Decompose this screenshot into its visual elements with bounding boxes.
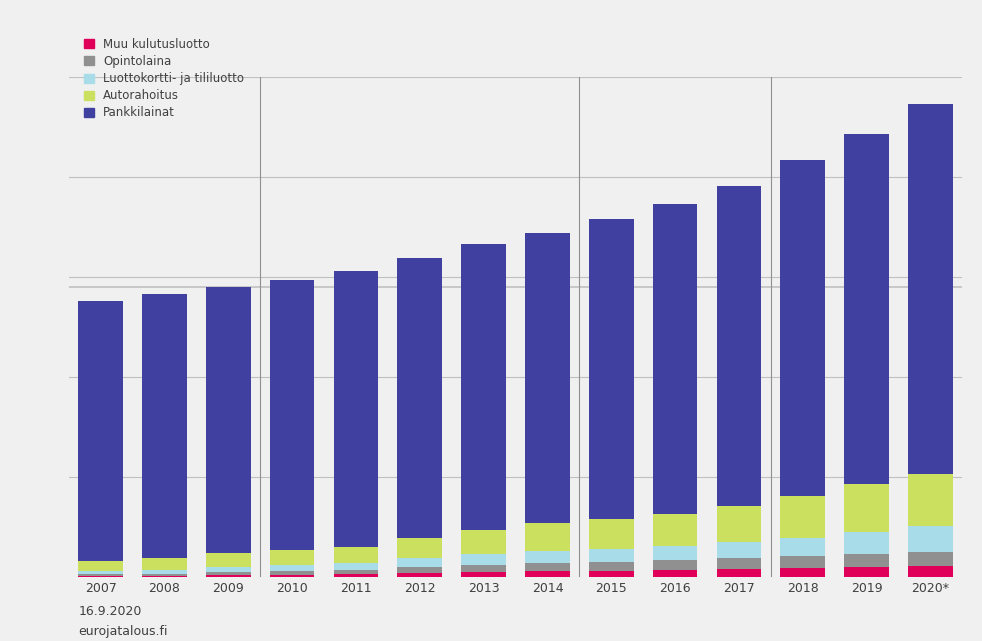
Bar xyxy=(781,568,825,577)
Bar xyxy=(781,496,825,538)
Bar xyxy=(462,554,506,565)
Bar xyxy=(142,574,187,576)
Bar xyxy=(845,134,889,484)
Bar xyxy=(781,556,825,568)
Bar xyxy=(270,565,314,571)
Bar xyxy=(398,538,442,558)
Bar xyxy=(525,523,570,551)
Bar xyxy=(462,530,506,554)
Bar xyxy=(589,219,633,519)
Bar xyxy=(717,558,761,569)
Bar xyxy=(398,558,442,567)
Bar xyxy=(525,233,570,523)
Bar xyxy=(398,258,442,538)
Bar xyxy=(781,160,825,496)
Bar xyxy=(717,569,761,577)
Legend: Muu kulutusluotto, Opintolaina, Luottokortti- ja tililuotto, Autorahoitus, Pankk: Muu kulutusluotto, Opintolaina, Luottoko… xyxy=(84,38,245,119)
Bar xyxy=(79,574,123,576)
Bar xyxy=(589,562,633,571)
Bar xyxy=(334,563,378,569)
Bar xyxy=(462,244,506,530)
Bar xyxy=(908,566,953,577)
Bar xyxy=(589,571,633,577)
Bar xyxy=(334,271,378,547)
Bar xyxy=(270,571,314,575)
Bar xyxy=(142,558,187,569)
Bar xyxy=(206,567,250,572)
Bar xyxy=(908,474,953,526)
Bar xyxy=(270,551,314,565)
Bar xyxy=(270,575,314,577)
Bar xyxy=(908,552,953,566)
Bar xyxy=(142,569,187,574)
Bar xyxy=(142,576,187,577)
Bar xyxy=(79,576,123,577)
Bar xyxy=(717,542,761,558)
Bar xyxy=(79,561,123,571)
Bar xyxy=(845,567,889,577)
Text: 16.9.2020: 16.9.2020 xyxy=(79,605,142,619)
Text: eurojatalous.fi: eurojatalous.fi xyxy=(79,624,168,638)
Bar xyxy=(398,573,442,577)
Bar xyxy=(845,484,889,532)
Bar xyxy=(79,571,123,574)
Bar xyxy=(142,294,187,558)
Bar xyxy=(717,506,761,542)
Bar xyxy=(653,514,697,546)
Bar xyxy=(653,570,697,577)
Bar xyxy=(525,571,570,577)
Bar xyxy=(589,549,633,562)
Bar xyxy=(653,204,697,514)
Bar xyxy=(270,280,314,551)
Bar xyxy=(845,554,889,567)
Bar xyxy=(79,301,123,561)
Bar xyxy=(462,565,506,572)
Bar xyxy=(717,186,761,506)
Bar xyxy=(525,551,570,563)
Bar xyxy=(589,519,633,549)
Bar xyxy=(334,547,378,563)
Bar xyxy=(781,538,825,556)
Bar xyxy=(653,546,697,560)
Bar xyxy=(206,287,250,553)
Bar xyxy=(398,567,442,573)
Bar xyxy=(206,576,250,577)
Bar xyxy=(525,563,570,571)
Bar xyxy=(334,569,378,574)
Bar xyxy=(908,526,953,552)
Bar xyxy=(462,572,506,577)
Bar xyxy=(206,572,250,576)
Bar xyxy=(908,104,953,474)
Bar xyxy=(206,553,250,567)
Bar xyxy=(334,574,378,577)
Bar xyxy=(845,532,889,554)
Bar xyxy=(653,560,697,570)
